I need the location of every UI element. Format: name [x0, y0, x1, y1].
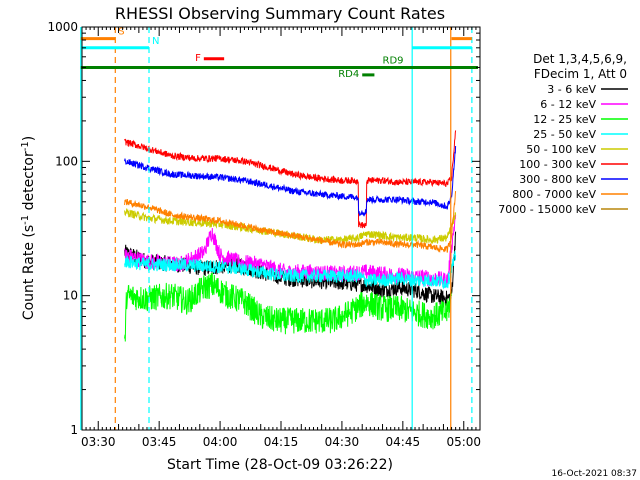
- x-tick-label-2: 04:00: [203, 435, 238, 449]
- annotation-label-0: S: [118, 27, 124, 38]
- x-tick-label-1: 03:45: [142, 435, 177, 449]
- y-tick-label-0: 1: [70, 423, 78, 437]
- chart-title: RHESSI Observing Summary Count Rates: [115, 4, 445, 23]
- legend-label-2: 12 - 25 keV: [533, 113, 596, 126]
- axis-layer: 1 10 100 1000 03:30 03:45 04:00 04:15 04:30 04:45…: [47, 20, 481, 449]
- legend-header-line-2: FDecim 1, Att 0: [534, 67, 627, 81]
- y-tick-label-3: 1000: [47, 20, 78, 34]
- x-tick-label-6: 05:00: [446, 435, 481, 449]
- data-layer: [124, 130, 457, 342]
- legend-header-line-1: Det 1,3,4,5,6,9,: [533, 52, 627, 66]
- series-line-6: [124, 145, 457, 217]
- y-axis-label-part1: Count Rate (s: [21, 225, 37, 320]
- legend-label-4: 50 - 100 keV: [526, 143, 596, 156]
- y-axis-label-part2: detector: [21, 151, 37, 215]
- x-tick-label-5: 04:45: [386, 435, 421, 449]
- series-line-3: [124, 250, 457, 290]
- annotation-label-1: N: [152, 36, 159, 47]
- y-axis-label-sup1: -1: [20, 215, 31, 225]
- y-tick-label-1: 10: [63, 289, 78, 303]
- annotation-label-5: RD9: [383, 55, 404, 66]
- annotation-layer: S N F RD9 RD4: [80, 27, 478, 430]
- series-line-2: [124, 272, 453, 342]
- legend-label-3: 25 - 50 keV: [533, 128, 596, 141]
- legend-label-5: 100 - 300 keV: [519, 158, 596, 171]
- legend-label-6: 300 - 800 keV: [519, 173, 596, 186]
- legend-label-0: 3 - 6 keV: [547, 83, 596, 96]
- x-tick-label-0: 03:30: [81, 435, 116, 449]
- legend-label-1: 6 - 12 keV: [540, 98, 596, 111]
- legend-label-7: 800 - 7000 keV: [512, 188, 596, 201]
- y-axis-label-part3: ): [21, 136, 37, 141]
- legend: Det 1,3,4,5,6,9, FDecim 1, Att 0 3 - 6 k…: [498, 52, 628, 216]
- series-line-7: [124, 191, 457, 253]
- legend-items: 3 - 6 keV 6 - 12 keV 12 - 25 keV 25 - 50 ke…: [498, 83, 628, 216]
- series-line-5: [124, 130, 457, 229]
- annotation-label-6: RD4: [338, 69, 359, 80]
- x-tick-label-3: 04:15: [264, 435, 299, 449]
- y-tick-label-2: 100: [55, 154, 78, 168]
- x-axis-label: Start Time (28-Oct-09 03:26:22): [167, 457, 393, 473]
- legend-label-8: 7000 - 15000 keV: [498, 203, 596, 216]
- y-axis-label-sup2: -1: [20, 141, 31, 151]
- generation-timestamp: 16-Oct-2021 08:37: [552, 469, 637, 479]
- x-tick-label-4: 04:30: [325, 435, 360, 449]
- y-axis-label: Count Rate (s-1 detector-1): [20, 136, 38, 320]
- annotation-label-4: F: [195, 53, 201, 64]
